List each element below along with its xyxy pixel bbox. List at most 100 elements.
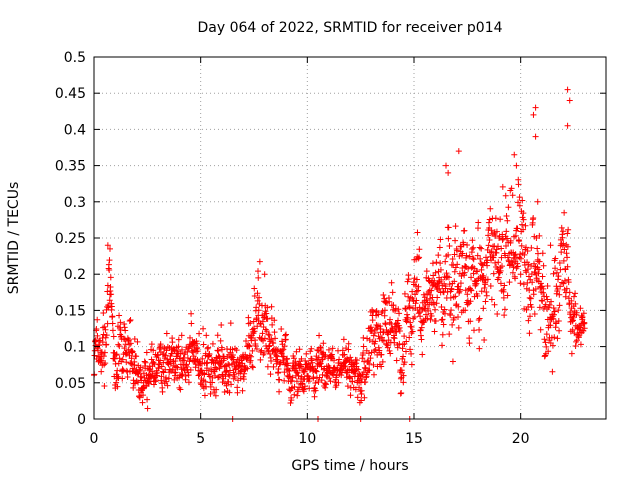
data-point [549,342,556,349]
data-point [418,324,425,331]
data-point [325,346,332,353]
data-point [303,350,310,357]
data-point [108,291,115,298]
data-point [543,343,550,350]
y-tick-label: 0.1 [64,340,86,356]
data-point [555,276,561,283]
data-point [501,282,508,289]
data-point [335,379,342,386]
data-point [503,228,510,235]
data-point [431,328,438,335]
data-point [386,347,393,354]
data-point [321,353,328,360]
x-tick-label: 0 [90,431,99,447]
data-point [382,321,389,328]
data-point [288,397,295,404]
data-point [312,387,319,394]
data-point [519,197,526,204]
data-point [461,269,468,276]
data-point [152,377,159,384]
data-point [406,304,413,311]
data-point [490,270,497,277]
data-point [487,205,494,212]
data-point [223,382,230,389]
data-point [234,384,241,391]
data-point [517,251,524,258]
data-point [377,323,384,330]
data-point [352,386,359,393]
data-point [142,359,149,366]
data-point [462,307,469,314]
data-point [436,244,443,251]
data-point [336,356,343,363]
data-point [157,341,164,348]
data-point [528,304,535,311]
data-point [150,347,157,354]
data-point [149,368,156,375]
data-point [226,389,233,396]
data-point [492,215,499,222]
data-point [402,305,409,312]
data-point [391,332,397,339]
data-point [261,271,268,278]
data-point [124,374,131,381]
data-point [498,245,505,252]
data-point [484,262,491,269]
data-point [129,348,136,355]
data-point [215,374,221,381]
data-point [512,232,519,239]
data-point [291,355,297,362]
data-point [542,339,549,346]
data-point [553,320,560,327]
data-point [338,372,345,379]
data-point [108,300,115,307]
data-point [340,336,347,343]
data-point [517,271,524,278]
data-point [322,384,329,391]
data-point [122,327,129,334]
data-point [514,260,521,267]
data-point [438,317,445,324]
data-point [494,266,501,273]
data-point [308,345,315,352]
data-point [394,344,401,351]
data-point [515,199,521,206]
data-point [212,392,219,399]
data-point [115,341,122,348]
data-point [445,251,452,258]
data-point [113,351,120,358]
data-point [104,242,111,249]
data-point [527,313,533,320]
data-point [471,265,478,272]
data-point [552,255,559,262]
data-point [495,259,502,266]
data-point [506,279,513,286]
data-point [265,343,272,350]
data-point [217,359,224,366]
data-point [568,297,575,304]
data-point [249,364,256,371]
data-point [405,293,412,300]
data-point [455,303,462,310]
data-point [291,391,298,398]
data-point [361,394,368,401]
data-point [359,355,366,362]
data-point [384,344,391,351]
data-point [424,315,431,322]
data-point [284,355,291,362]
data-point [315,378,322,385]
data-point [425,307,432,314]
data-point [560,280,567,287]
data-point [113,379,120,386]
data-point [197,379,204,386]
data-point [405,276,412,283]
data-point [416,246,423,253]
data-point [364,335,371,342]
data-point [452,264,459,271]
data-point [517,280,524,287]
data-point [551,334,558,341]
data-point [207,390,214,397]
data-point [550,270,557,277]
data-point [476,315,483,322]
data-point [185,379,192,386]
